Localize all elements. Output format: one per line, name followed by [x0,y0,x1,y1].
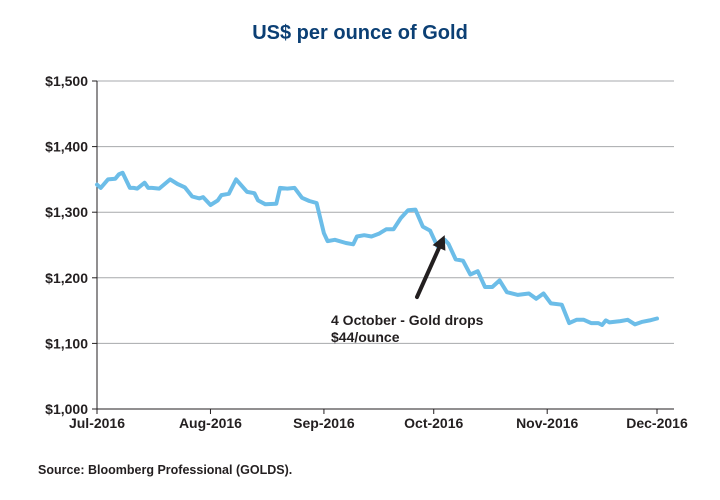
x-tick-label: Aug-2016 [179,415,242,431]
chart-title: US$ per ounce of Gold [252,22,468,44]
annotation-text: $44/ounce [331,329,400,345]
annotation-arrow-head [432,235,446,251]
annotation-arrow-shaft [415,245,441,299]
source-note: Source: Bloomberg Professional (GOLDS). [38,463,293,477]
x-tick-label: Jul-2016 [69,415,125,431]
axes [96,81,674,410]
y-tick-label: $1,000 [45,401,88,417]
x-tick-label: Sep-2016 [293,415,355,431]
y-tick-label: $1,100 [45,335,88,351]
annotation-text: 4 October - Gold drops [331,312,484,328]
series-gold [95,170,659,327]
y-tick-label: $1,400 [45,139,88,155]
y-tick-label: $1,500 [45,73,88,89]
annotation: 4 October - Gold drops$44/ounce [331,235,484,345]
y-axis-ticks: $1,000 $1,100 $1,200 $1,300 $1,400 $1,500 [45,73,97,417]
gridlines [97,80,674,344]
y-tick-label: $1,300 [45,204,88,220]
y-tick-label: $1,200 [45,270,88,286]
series-line [95,170,659,327]
x-tick-label: Dec-2016 [626,415,688,431]
x-axis-ticks: Jul-2016 Aug-2016 Sep-2016 Oct-2016 Nov-2016… [69,409,688,431]
x-tick-label: Oct-2016 [404,415,463,431]
x-tick-label: Nov-2016 [516,415,578,431]
